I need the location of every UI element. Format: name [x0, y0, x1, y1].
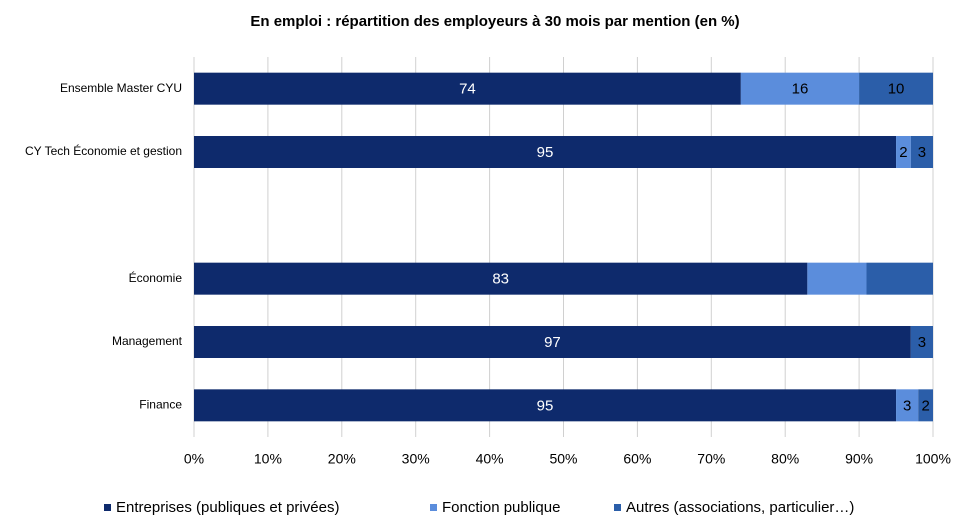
bar-segment: [859, 72, 933, 105]
y-tick-label: Management: [112, 334, 183, 348]
x-tick-label: 90%: [845, 451, 873, 467]
bar-segment: [896, 136, 911, 168]
legend-label: Autres (associations, particulier…): [626, 499, 854, 516]
legend-marker: [614, 504, 621, 511]
legend-label: Fonction publique: [442, 499, 560, 516]
value-label: 74: [459, 81, 476, 98]
value-label: 83: [492, 271, 509, 288]
x-tick-label: 30%: [402, 451, 430, 467]
y-tick-label: Économie: [129, 270, 183, 285]
value-label: 16: [792, 81, 809, 98]
legend-marker: [104, 504, 111, 511]
x-tick-label: 50%: [549, 451, 577, 467]
value-label: 3: [918, 144, 926, 161]
y-tick-label: Finance: [139, 398, 182, 412]
x-tick-label: 60%: [623, 451, 651, 467]
value-label: 95: [537, 144, 554, 161]
bar-segment: [194, 262, 808, 295]
bar-segment: [194, 389, 897, 422]
value-label: 3: [918, 334, 926, 351]
bar-segment: [807, 262, 867, 295]
bar-segment: [194, 136, 897, 168]
x-tick-label: 40%: [476, 451, 504, 467]
bar-segment: [910, 136, 933, 168]
value-label: 10: [888, 81, 905, 98]
bar-segment: [866, 262, 933, 295]
value-label: 3: [903, 397, 911, 414]
y-tick-label: CY Tech Économie et gestion: [25, 143, 182, 158]
bar-segment: [194, 72, 741, 105]
bar-segment: [194, 326, 911, 358]
x-tick-label: 80%: [771, 451, 799, 467]
x-tick-label: 0%: [184, 451, 204, 467]
y-tick-label: Ensemble Master CYU: [60, 81, 182, 95]
bar-segment: [910, 326, 933, 358]
bar-segment: [896, 389, 919, 422]
chart-title: En emploi : répartition des employeurs à…: [250, 13, 739, 30]
bar-segment: [740, 72, 860, 105]
value-label: 2: [921, 397, 929, 414]
bar-segment: [918, 389, 933, 422]
value-label: 2: [899, 144, 907, 161]
value-label: 97: [544, 334, 561, 351]
x-tick-label: 100%: [915, 451, 951, 467]
x-tick-label: 20%: [328, 451, 356, 467]
legend-label: Entreprises (publiques et privées): [116, 499, 339, 516]
x-tick-label: 10%: [254, 451, 282, 467]
value-label: 95: [537, 397, 554, 414]
x-tick-label: 70%: [697, 451, 725, 467]
legend-marker: [430, 504, 437, 511]
